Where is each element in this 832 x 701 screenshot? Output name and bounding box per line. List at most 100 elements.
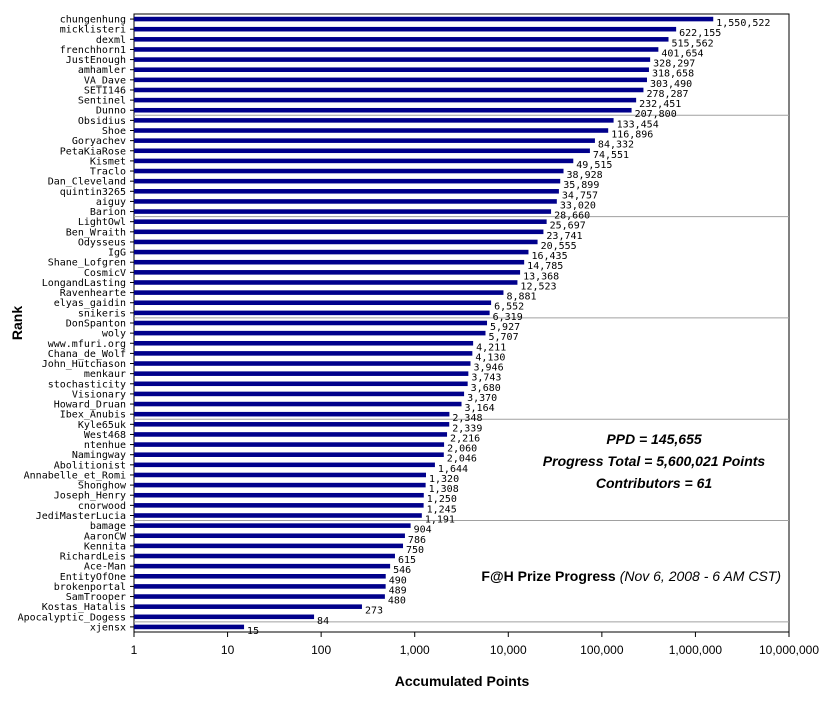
value-label: 3,680 — [471, 383, 501, 394]
x-tick-label: 10,000 — [490, 643, 527, 657]
value-label: 34,757 — [562, 190, 598, 201]
bar — [134, 57, 651, 62]
value-label: 8,881 — [506, 292, 536, 303]
bar — [134, 351, 473, 356]
value-label: 6,319 — [493, 312, 523, 323]
category-label: Dunno — [96, 106, 126, 117]
value-label: 3,743 — [471, 373, 501, 384]
value-label: 2,060 — [447, 444, 477, 455]
bar — [134, 87, 644, 93]
x-tick-label: 100 — [311, 643, 331, 657]
value-label: 15 — [247, 626, 259, 637]
bar — [134, 259, 525, 265]
bar — [134, 16, 714, 22]
value-label: 1,191 — [425, 514, 455, 525]
category-label: Barion — [90, 207, 126, 218]
category-label: Obsidius — [78, 116, 126, 127]
category-label: JustEnough — [66, 55, 126, 66]
bar — [134, 442, 445, 447]
category-label: Shane_Lofgren — [48, 258, 126, 269]
bar — [134, 97, 637, 103]
bar — [134, 503, 424, 508]
value-label: 401,654 — [661, 48, 703, 59]
value-label: 84 — [317, 616, 329, 627]
bar — [134, 118, 614, 123]
bar — [134, 371, 469, 376]
bar — [134, 77, 647, 83]
value-label: 4,130 — [475, 352, 505, 363]
value-label: 28,660 — [554, 211, 590, 222]
bars — [134, 16, 714, 630]
value-label: 74,551 — [593, 150, 629, 161]
bar — [134, 452, 444, 457]
category-label: SETI146 — [84, 85, 126, 96]
bar — [134, 533, 405, 539]
x-tick-label: 10,000,000 — [759, 643, 819, 657]
bar — [134, 422, 450, 427]
value-label: 1,644 — [438, 464, 468, 475]
category-label: JediMasterLucia — [36, 511, 126, 522]
value-label: 480 — [388, 596, 406, 607]
category-label: Shoe — [102, 126, 126, 137]
progress-total-annotation: Progress Total = 5,600,021 Points — [543, 453, 766, 469]
bar — [134, 543, 404, 549]
bar — [134, 158, 574, 164]
value-label: 84,332 — [598, 140, 634, 151]
category-label: Apocalyptic_Dogess — [18, 612, 126, 623]
category-label: Kostas_Hatalis — [42, 602, 126, 613]
bar — [134, 523, 411, 528]
value-label: 904 — [414, 525, 432, 536]
value-label: 207,800 — [635, 109, 677, 120]
category-label: quintin3265 — [60, 187, 126, 198]
category-label: RichardLeis — [60, 552, 126, 563]
x-tick-label: 100,000 — [580, 643, 624, 657]
bar — [134, 573, 386, 579]
value-label: 12,523 — [520, 281, 556, 292]
value-label: 232,451 — [639, 99, 681, 110]
category-label: Kennita — [84, 541, 126, 552]
bar — [134, 229, 544, 235]
value-label: 5,927 — [490, 322, 520, 333]
bar — [134, 401, 462, 407]
ppd-annotation: PPD = 145,655 — [606, 431, 702, 447]
bar — [134, 310, 490, 316]
category-label: frenchhorn1 — [60, 45, 126, 56]
category-label: stochasticity — [48, 379, 126, 390]
value-label: 515,562 — [672, 38, 714, 49]
category-label: Ben_Wraith — [66, 227, 126, 238]
value-label: 1,308 — [429, 484, 459, 495]
bar — [134, 148, 590, 154]
category-label: Kismet — [90, 156, 126, 167]
value-label: 2,216 — [450, 433, 480, 444]
category-label: John_Hutchason — [42, 359, 126, 370]
category-label: Visionary — [72, 389, 126, 400]
bar — [134, 300, 492, 306]
value-label: 5,707 — [488, 332, 518, 343]
value-label: 490 — [389, 575, 407, 586]
bar — [134, 67, 649, 73]
category-label: dexml — [96, 35, 126, 46]
bar — [134, 249, 529, 255]
prize-title: F@H Prize Progress — [481, 568, 615, 584]
value-label: 622,155 — [679, 28, 721, 39]
bar — [134, 209, 552, 214]
category-label: chungenhung — [60, 15, 126, 26]
category-label: Kyle65uk — [78, 420, 126, 431]
bar — [134, 340, 474, 346]
value-label: 3,946 — [473, 363, 503, 374]
category-label: amhamler — [78, 65, 126, 76]
category-label: woly — [102, 329, 126, 340]
value-label: 2,348 — [452, 413, 482, 424]
bar — [134, 381, 468, 387]
bar — [134, 290, 504, 295]
value-label: 20,555 — [541, 241, 577, 252]
value-label: 1,250 — [427, 494, 457, 505]
value-label: 49,515 — [576, 160, 612, 171]
x-tick-label: 1 — [131, 643, 138, 657]
category-label: bamage — [90, 521, 126, 532]
bar — [134, 584, 386, 589]
value-label: 1,550,522 — [716, 18, 770, 29]
bar — [134, 391, 465, 397]
value-labels: 1,550,522622,155515,562401,654328,297318… — [247, 18, 770, 637]
